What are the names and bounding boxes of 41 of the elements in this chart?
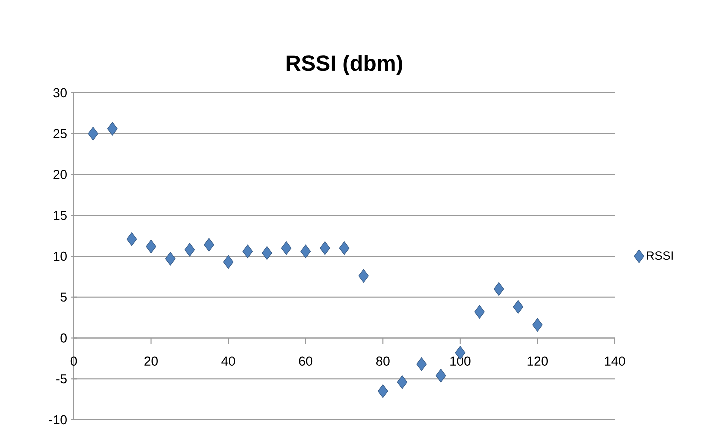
y-tick-label: -10 — [49, 415, 67, 425]
y-tick-label: 30 — [54, 88, 67, 98]
point — [281, 242, 292, 256]
point — [397, 376, 408, 390]
point — [378, 384, 388, 398]
point — [262, 246, 272, 260]
point — [204, 238, 214, 252]
point — [184, 243, 196, 257]
point — [146, 240, 156, 254]
x-tick-label: 60 — [299, 356, 313, 366]
point — [416, 358, 427, 372]
x-tick-label: 20 — [144, 356, 158, 366]
y-tick-label: 15 — [54, 211, 67, 220]
point — [223, 255, 234, 270]
point — [126, 232, 138, 246]
point — [88, 127, 98, 141]
point — [107, 122, 118, 136]
y-tick-label: 25 — [54, 129, 67, 138]
x-tick-label: 0 — [70, 356, 78, 366]
point — [165, 252, 176, 266]
point — [358, 269, 369, 283]
legend-label: RSSI — [647, 252, 673, 260]
point — [474, 305, 485, 319]
x-tick-label: 40 — [222, 356, 236, 366]
point — [436, 369, 446, 383]
point — [532, 318, 543, 332]
point — [494, 282, 504, 296]
point — [513, 300, 524, 314]
y-tick-label: 0 — [60, 334, 67, 343]
x-tick-label: 140 — [605, 356, 626, 366]
y-tick-label: 20 — [54, 170, 67, 180]
point — [320, 242, 330, 256]
point — [300, 244, 312, 258]
chart-title: RSSI (dbm) — [286, 55, 402, 76]
x-tick-label: 120 — [528, 356, 548, 366]
point — [339, 242, 350, 256]
y-tick-label: 10 — [54, 252, 67, 262]
x-tick-label: 80 — [376, 356, 390, 366]
point — [242, 244, 254, 258]
y-tick-label: -5 — [56, 374, 67, 384]
y-tick-label: 5 — [60, 292, 67, 302]
